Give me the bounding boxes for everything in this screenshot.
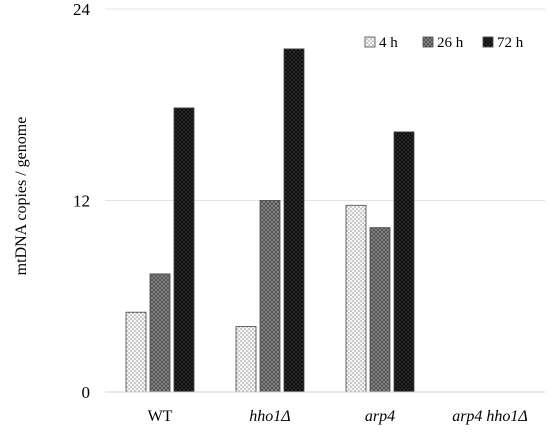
y-tick-label: 0 bbox=[82, 383, 91, 402]
legend-swatch bbox=[364, 36, 376, 48]
legend-label: 72 h bbox=[497, 35, 524, 51]
bar-72h-0 bbox=[173, 107, 195, 393]
legend-label: 4 h bbox=[379, 35, 398, 51]
bar-4h-0 bbox=[125, 311, 147, 393]
x-category-label: hho1Δ bbox=[249, 408, 290, 425]
x-category-label: arp4 bbox=[365, 408, 395, 425]
gridlines bbox=[105, 8, 545, 201]
bar-72h-2 bbox=[393, 131, 415, 393]
bar-4h-2 bbox=[345, 204, 367, 393]
legend-label: 26 h bbox=[437, 35, 464, 51]
y-axis-label: mtDNA copies / genome bbox=[13, 117, 30, 276]
legend-swatch bbox=[482, 36, 494, 48]
x-category-label: arp4 hho1Δ bbox=[452, 408, 528, 425]
bar-4h-1 bbox=[235, 326, 257, 393]
x-category-label: WT bbox=[148, 408, 173, 425]
legend: 4 h 26 h 72 h bbox=[364, 35, 524, 51]
bar-26h-2 bbox=[369, 227, 391, 393]
bar-72h-1 bbox=[283, 48, 305, 393]
legend-swatch bbox=[422, 36, 434, 48]
bar-26h-0 bbox=[149, 273, 171, 393]
bars bbox=[125, 48, 415, 393]
axes: 0 12 24 WT hho1Δ arp4 arp4 hho1Δ bbox=[73, 0, 545, 425]
y-tick-label: 12 bbox=[73, 192, 90, 211]
y-tick-label: 24 bbox=[73, 0, 91, 19]
bar-26h-1 bbox=[259, 200, 281, 393]
